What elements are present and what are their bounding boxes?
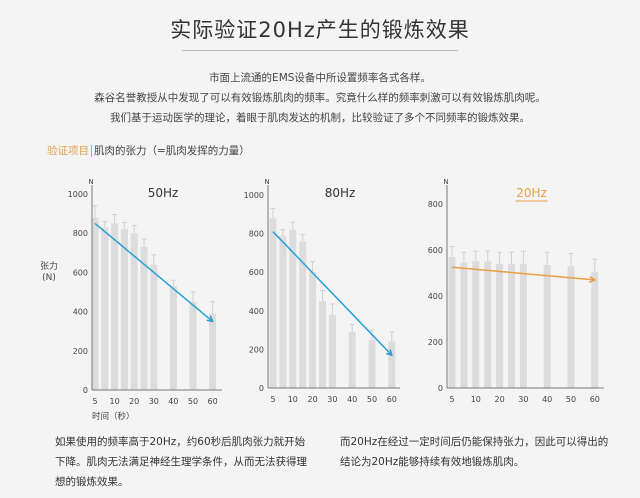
bar — [460, 262, 468, 388]
bar — [368, 339, 376, 388]
y-unit-label: N — [443, 178, 448, 186]
bar — [91, 217, 99, 390]
y-tick-label: 800 — [249, 230, 264, 239]
y-tick-label: 1000 — [244, 191, 264, 200]
bar — [328, 314, 336, 388]
bar — [591, 271, 599, 388]
x-tick-label: 60 — [387, 395, 397, 404]
bar — [111, 223, 119, 390]
y-tick-label: 0 — [438, 384, 443, 393]
bar — [448, 256, 456, 388]
verification-tag: 验证项目 — [47, 145, 92, 157]
chart-20Hz: N 0 200 400 600 800 5 10 20 30 40 50 60 20Hz — [428, 178, 604, 404]
x-tick-label: 40 — [542, 395, 552, 404]
footnote-left: 如果使用的频率高于20Hz，约60秒后肌肉张力就开始下降。肌肉无法满足神经生理学… — [55, 436, 307, 488]
bar — [130, 233, 138, 390]
x-tick-label: 20 — [495, 395, 505, 404]
bar — [388, 341, 396, 388]
x-tick-label: 10 — [471, 395, 481, 404]
bar — [309, 272, 317, 388]
bar — [101, 227, 109, 390]
x-tick-label: 50 — [188, 397, 198, 406]
x-tick-label: 60 — [208, 397, 218, 406]
y-axis-unit: (N) — [42, 273, 56, 283]
y-axis-name: 张力 (N) — [40, 262, 58, 284]
x-tick-label: 40 — [168, 397, 178, 406]
y-tick-label: 600 — [73, 268, 88, 277]
bar — [140, 246, 148, 390]
x-tick-label: 20 — [308, 395, 318, 404]
page-title: 实际验证20Hz产生的锻炼效果 — [170, 18, 470, 42]
x-tick-label: 50 — [566, 395, 576, 404]
x-axis-name: 时间（秒） — [92, 412, 135, 422]
x-tick-label: 40 — [347, 395, 357, 404]
y-tick-label: 600 — [249, 268, 264, 277]
trend-arrow — [272, 231, 393, 356]
x-tick-label: 5 — [449, 395, 454, 404]
bar — [289, 229, 297, 388]
bar — [496, 263, 504, 388]
x-tick-label: 10 — [110, 397, 120, 406]
bar — [169, 286, 177, 390]
trend-arrow — [451, 266, 595, 281]
y-tick-label: 0 — [259, 384, 264, 393]
y-unit-label: N — [264, 178, 269, 186]
y-tick-label: 600 — [428, 246, 443, 255]
intro-line: 市面上流通的EMS设备中所设置频率各式各样。 — [209, 72, 431, 84]
bar — [120, 229, 128, 390]
y-tick-label: 0 — [83, 386, 88, 395]
intro-line: 我们基于运动医学的理论，着眼于肌肉发达的机制，比较验证了多个不同频率的锻炼效果。 — [110, 112, 530, 124]
trend-arrow — [94, 222, 214, 322]
x-tick-label: 50 — [367, 395, 377, 404]
y-tick-label: 200 — [428, 338, 443, 347]
x-tick-label: 60 — [590, 395, 600, 404]
intro-text: 市面上流通的EMS设备中所设置频率各式各样。 森谷名誉教授从中发现了可以有效锻炼… — [0, 68, 640, 128]
x-tick-label: 10 — [288, 395, 298, 404]
verification-item: 验证项目 肌肉的张力（=肌肉发挥的力量） — [47, 143, 250, 158]
x-tick-label: 20 — [129, 397, 139, 406]
bar — [519, 263, 527, 388]
arrowhead-icon — [589, 275, 597, 283]
x-tick-label: 5 — [270, 395, 275, 404]
y-tick-label: 200 — [249, 345, 264, 354]
y-tick-label: 400 — [428, 292, 443, 301]
arrowhead-icon — [206, 315, 214, 323]
chart-title: 50Hz — [148, 186, 179, 200]
bar — [472, 261, 480, 388]
bar — [508, 263, 515, 388]
y-tick-label: 800 — [73, 229, 88, 238]
intro-line: 森谷名誉教授从中发现了可以有效锻炼肌肉的频率。究竟什么样的频率刺激可以有效锻炼肌… — [94, 92, 546, 104]
x-tick-label: 30 — [327, 395, 337, 404]
bar — [150, 264, 158, 390]
y-axis-name-line: 张力 — [40, 262, 59, 272]
y-tick-label: 400 — [249, 307, 264, 316]
bar — [319, 301, 326, 388]
x-tick-label: 30 — [518, 395, 528, 404]
bar — [543, 264, 551, 388]
y-tick-label: 400 — [73, 308, 88, 317]
bar — [348, 332, 356, 388]
bar — [189, 301, 197, 390]
bar — [209, 313, 217, 390]
bar — [567, 266, 575, 388]
chart-title: 80Hz — [325, 186, 356, 200]
y-unit-label: N — [88, 178, 93, 186]
arrowhead-icon — [385, 349, 393, 357]
y-tick-label: 800 — [428, 200, 443, 209]
footnote-right: 而20Hz在经过一定时间后仍能保持张力，因此可以得出的结论为20Hz能够持续有效… — [340, 436, 609, 468]
x-tick-label: 30 — [149, 397, 159, 406]
bar — [299, 241, 307, 388]
title-divider — [182, 50, 458, 51]
bar — [279, 235, 287, 388]
bar — [269, 218, 277, 388]
bar — [484, 261, 492, 388]
chart-title: 20Hz — [516, 186, 547, 200]
x-tick-label: 5 — [92, 397, 97, 406]
y-tick-label: 200 — [73, 347, 88, 356]
y-tick-label: 1000 — [68, 190, 88, 199]
verification-text: 肌肉的张力（=肌肉发挥的力量） — [94, 145, 250, 157]
